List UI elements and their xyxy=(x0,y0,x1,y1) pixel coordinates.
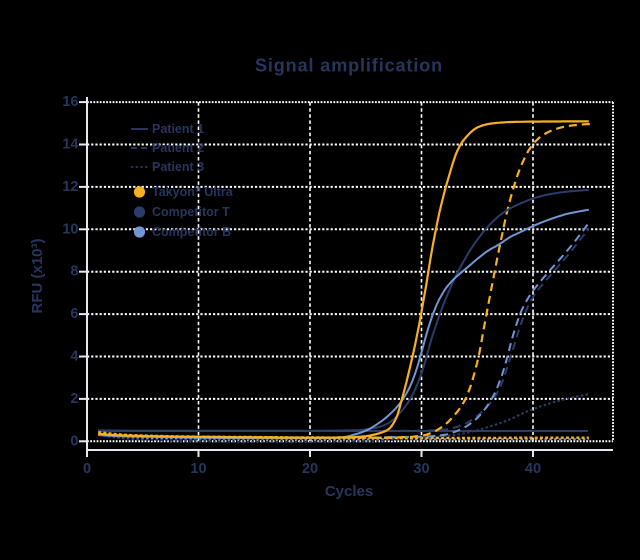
svg-text:Patient 1: Patient 1 xyxy=(152,122,204,136)
svg-text:12: 12 xyxy=(62,179,78,195)
svg-text:Competitor B: Competitor B xyxy=(152,225,231,239)
svg-text:2: 2 xyxy=(70,391,78,407)
svg-text:20: 20 xyxy=(302,461,318,477)
svg-text:14: 14 xyxy=(62,137,78,153)
svg-text:RFU (x10³): RFU (x10³) xyxy=(29,238,46,313)
svg-text:30: 30 xyxy=(413,461,429,477)
svg-text:Patient 2: Patient 2 xyxy=(152,141,204,155)
svg-text:Cycles: Cycles xyxy=(325,483,373,500)
svg-text:0: 0 xyxy=(70,433,78,449)
svg-text:0: 0 xyxy=(83,461,91,477)
svg-text:40: 40 xyxy=(525,461,541,477)
svg-text:6: 6 xyxy=(70,306,78,322)
svg-text:16: 16 xyxy=(62,94,78,110)
svg-text:8: 8 xyxy=(70,264,78,280)
svg-text:4: 4 xyxy=(70,349,78,365)
svg-text:Patient 3: Patient 3 xyxy=(152,160,204,174)
svg-text:Competitor T: Competitor T xyxy=(152,205,230,219)
svg-text:10: 10 xyxy=(190,461,206,477)
svg-text:Takyon® Ultra: Takyon® Ultra xyxy=(152,185,234,199)
svg-text:Signal amplification: Signal amplification xyxy=(255,56,443,76)
svg-text:10: 10 xyxy=(62,221,78,237)
